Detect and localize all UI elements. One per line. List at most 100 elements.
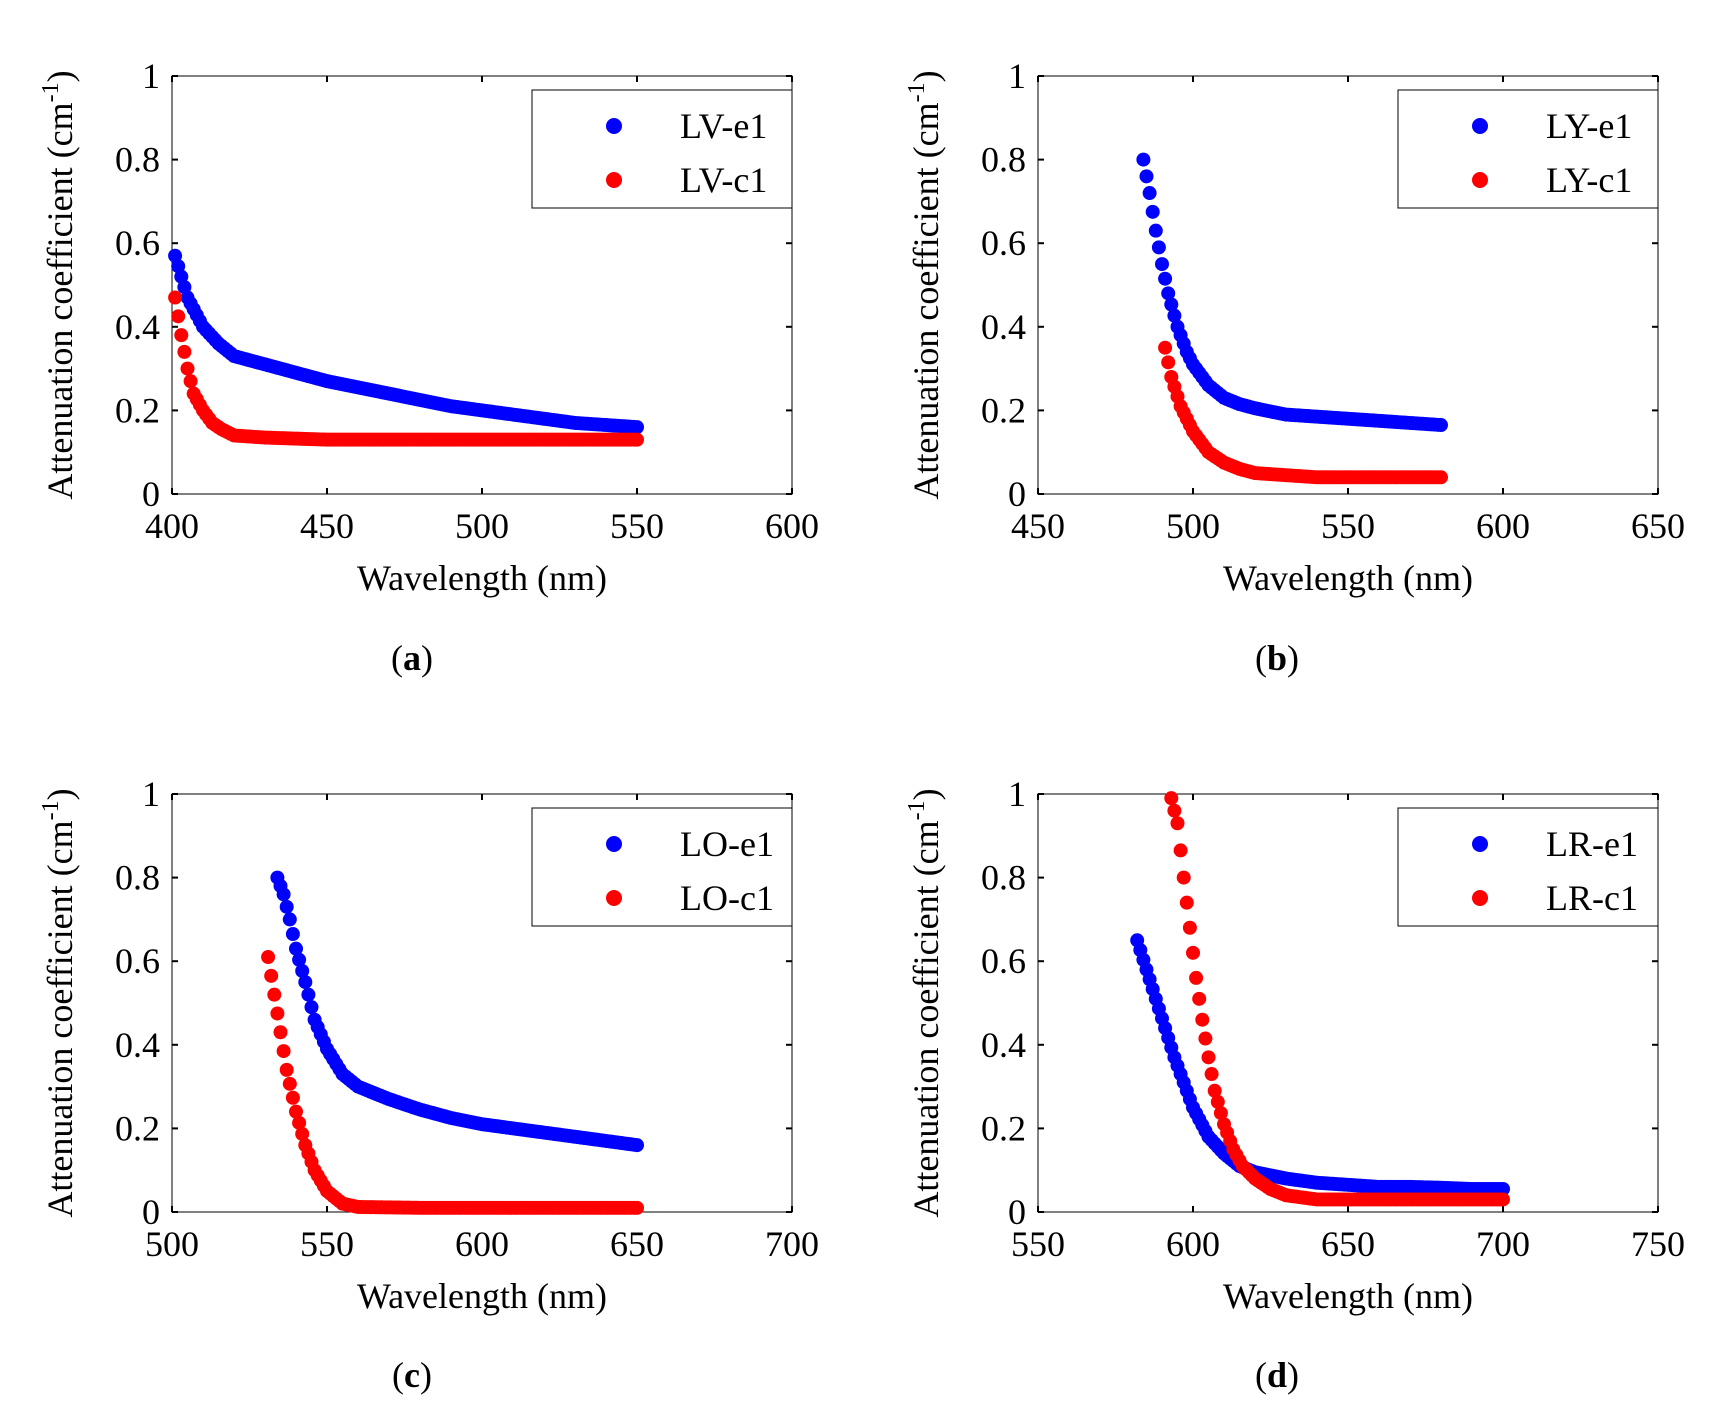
data-point (295, 963, 310, 978)
y-axis-label: Attenuation coefficient (cm-1) (904, 788, 946, 1217)
caption-letter: c (404, 1355, 420, 1395)
legend: LV-e1 LV-c1 (531, 89, 793, 209)
x-tick-label: 650 (610, 1224, 664, 1264)
data-point (1496, 1192, 1510, 1207)
y-axis-label-text: Attenuation coefficient (cm (906, 102, 946, 499)
y-tick-label: 0.4 (115, 307, 160, 347)
y-axis-label-text: Attenuation coefficient (cm (40, 820, 80, 1217)
y-tick-label: 0 (1008, 1192, 1026, 1232)
x-tick-label: 500 (1166, 506, 1220, 546)
y-tick-label: 0.4 (981, 307, 1026, 347)
y-tick-label: 0 (1008, 474, 1026, 514)
legend-marker (606, 118, 622, 134)
legend-marker (606, 836, 622, 852)
caption-open: ( (1255, 638, 1267, 678)
caption-close: ) (1287, 1355, 1299, 1395)
y-tick-label: 1 (142, 774, 160, 814)
legend: LO-e1 LO-c1 (531, 807, 793, 927)
x-axis-label: Wavelength (nm) (357, 1276, 607, 1316)
data-point (1182, 920, 1197, 935)
data-point (1195, 1012, 1210, 1027)
legend-box (1397, 89, 1659, 209)
series-LY-e1 (1136, 152, 1448, 433)
data-point (1151, 240, 1166, 255)
x-tick-label: 650 (1321, 1224, 1375, 1264)
data-point (630, 432, 644, 447)
caption-close: ) (420, 1355, 432, 1395)
data-point (180, 361, 195, 376)
y-axis-label-text: Attenuation coefficient (cm (906, 820, 946, 1217)
legend-label: LO-c1 (680, 878, 774, 918)
data-point (183, 374, 198, 389)
y-axis-label: Attenuation coefficient (cm-1) (38, 788, 80, 1217)
legend-box (531, 807, 793, 927)
chart-panel-c: 500 550 600 650 700 0 0.2 0.4 0.6 0.8 1 Wavelength … (38, 774, 819, 1395)
y-tick-label: 0.4 (981, 1025, 1026, 1065)
data-point (168, 290, 183, 305)
data-point (1139, 169, 1154, 184)
panel-caption: (d) (1255, 1355, 1299, 1395)
legend-marker (1472, 172, 1488, 188)
x-tick-label: 450 (300, 506, 354, 546)
x-tick-label: 650 (1631, 506, 1685, 546)
y-axis-label-close: ) (40, 70, 80, 82)
y-tick-label: 0.6 (115, 941, 160, 981)
data-point (261, 950, 276, 965)
data-point (279, 899, 294, 914)
y-axis-label-sup: -1 (38, 800, 64, 820)
data-point (1189, 970, 1204, 985)
y-tick-label: 0 (142, 1192, 160, 1232)
legend-box (1397, 807, 1659, 927)
panel-caption: (c) (392, 1355, 432, 1395)
caption-close: ) (421, 638, 433, 678)
caption-letter: d (1267, 1355, 1287, 1395)
data-point (1204, 1067, 1219, 1082)
panel-caption: (b) (1255, 638, 1299, 678)
data-point (1142, 186, 1157, 201)
y-axis-label-sup: -1 (904, 82, 930, 102)
x-tick-label: 550 (610, 506, 664, 546)
data-point (1170, 816, 1185, 831)
data-point (1136, 152, 1151, 167)
data-point (1201, 1050, 1216, 1065)
x-axis-label: Wavelength (nm) (1223, 558, 1473, 598)
data-point (1158, 271, 1173, 286)
data-point (289, 941, 303, 956)
x-axis-label: Wavelength (nm) (357, 558, 607, 598)
x-tick-label: 400 (145, 506, 199, 546)
legend-marker (1472, 836, 1488, 852)
series-LV-e1 (168, 248, 644, 435)
data-point (301, 987, 316, 1002)
y-axis-label-close: ) (40, 788, 80, 800)
data-point (1434, 470, 1448, 485)
y-tick-label: 0 (142, 474, 160, 514)
legend: LR-e1 LR-c1 (1397, 807, 1659, 927)
data-point (270, 1006, 285, 1021)
x-tick-label: 700 (1476, 1224, 1530, 1264)
legend-label: LY-e1 (1546, 106, 1632, 146)
data-point (285, 1090, 300, 1105)
data-point (630, 1200, 644, 1215)
caption-open: ( (391, 638, 403, 678)
data-point (1161, 355, 1176, 370)
x-tick-label: 600 (455, 1224, 509, 1264)
y-tick-label: 0.8 (115, 858, 160, 898)
y-axis-label: Attenuation coefficient (cm-1) (38, 70, 80, 499)
chart-panel-b: 450 500 550 600 650 0 0.2 0.4 0.6 0.8 1 Wavelength … (904, 56, 1685, 678)
data-point (292, 952, 307, 967)
legend-label: LY-c1 (1546, 160, 1632, 200)
data-point (1198, 1031, 1213, 1046)
data-point (279, 1062, 294, 1077)
x-tick-label: 600 (1166, 1224, 1220, 1264)
y-tick-label: 0.6 (981, 941, 1026, 981)
data-point (1145, 204, 1160, 219)
y-tick-label: 0.2 (115, 1108, 160, 1148)
series-LV-c1 (168, 290, 644, 447)
data-point (1176, 870, 1191, 885)
y-axis-label-sup: -1 (38, 82, 64, 102)
legend-label: LR-c1 (1546, 878, 1638, 918)
caption-open: ( (392, 1355, 404, 1395)
y-tick-label: 1 (1008, 774, 1026, 814)
